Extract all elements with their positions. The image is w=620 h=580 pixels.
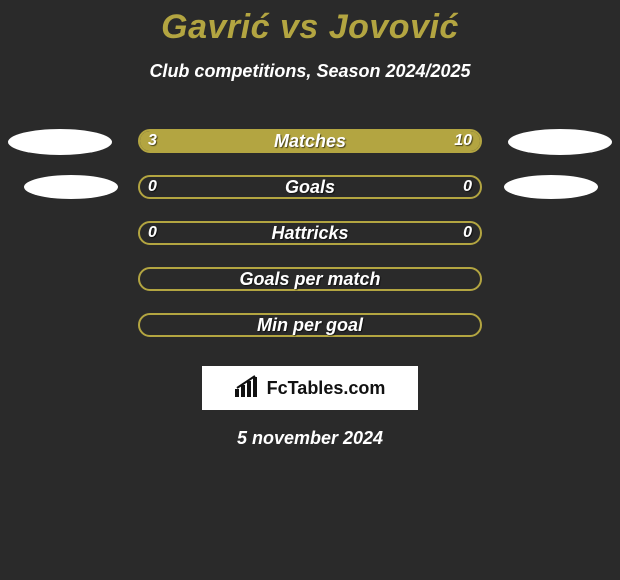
- stat-label: Hattricks: [138, 221, 482, 245]
- page-subtitle: Club competitions, Season 2024/2025: [0, 61, 620, 82]
- stat-value-right: 10: [454, 129, 472, 153]
- stat-label: Goals: [138, 175, 482, 199]
- stat-value-left: 0: [148, 221, 157, 245]
- stat-value-right: 0: [463, 221, 472, 245]
- player-left-badge: [24, 175, 118, 199]
- stat-row: Matches3 10: [0, 118, 620, 164]
- stat-value-left: 0: [148, 175, 157, 199]
- player-left-badge: [8, 129, 112, 155]
- chart-icon: [235, 375, 261, 402]
- stat-value-right: 0: [463, 175, 472, 199]
- stat-row: Min per goal: [0, 302, 620, 348]
- player-right-badge: [504, 175, 598, 199]
- player-right-badge: [508, 129, 612, 155]
- stat-row: Hattricks0 0: [0, 210, 620, 256]
- site-logo[interactable]: FcTables.com: [202, 366, 418, 410]
- stat-row: Goals per match: [0, 256, 620, 302]
- page-title: Gavrić vs Jovović: [0, 8, 620, 47]
- stat-label: Min per goal: [138, 313, 482, 337]
- stats-list: Matches310Goals00Hattricks00Goals per ma…: [0, 118, 620, 348]
- stat-label: Goals per match: [138, 267, 482, 291]
- stat-row: Goals0 0: [0, 164, 620, 210]
- stat-label: Matches: [138, 129, 482, 153]
- date-label: 5 november 2024: [0, 428, 620, 449]
- stat-value-left: 3: [148, 129, 157, 153]
- logo-text: FcTables.com: [267, 378, 386, 399]
- comparison-card: Gavrić vs Jovović Club competitions, Sea…: [0, 0, 620, 449]
